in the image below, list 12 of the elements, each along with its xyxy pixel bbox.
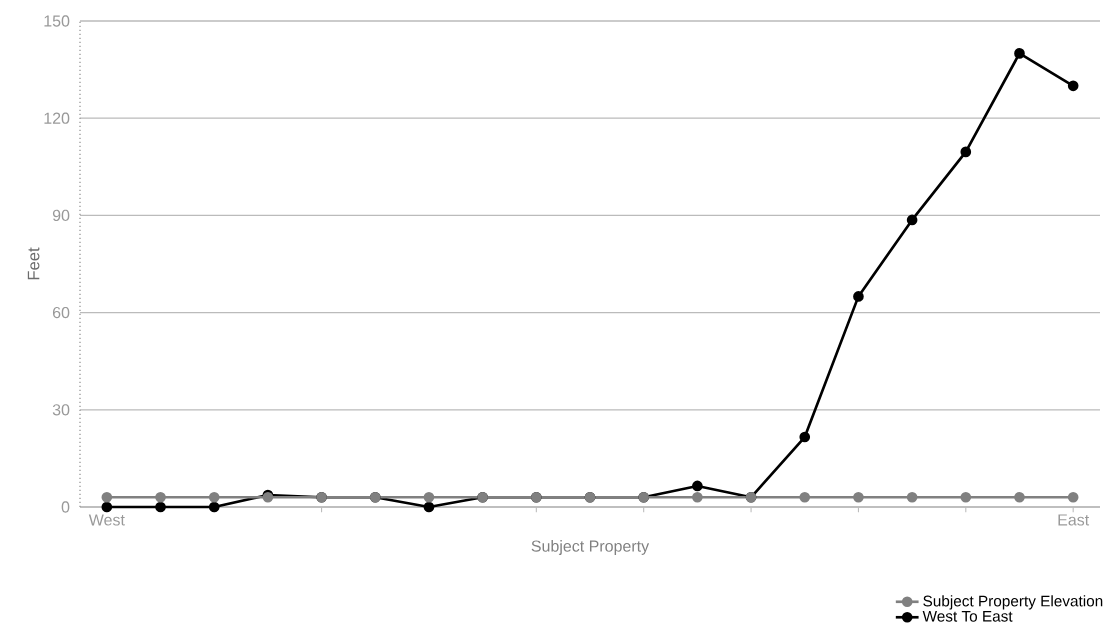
x-tick-label: West bbox=[88, 514, 125, 526]
y-tick-label: 90 bbox=[52, 209, 70, 222]
y-tick-label: 30 bbox=[52, 404, 70, 416]
legend-label: Subject Property Elevation bbox=[923, 595, 1103, 610]
y-axis-title: Feet bbox=[27, 247, 40, 280]
y-tick-label: 120 bbox=[44, 112, 70, 124]
x-tick-label: East bbox=[1058, 514, 1090, 526]
y-tick-label: 0 bbox=[61, 501, 70, 513]
x-axis-title: Subject Property bbox=[531, 540, 650, 555]
legend-label: West To East bbox=[922, 611, 1013, 622]
y-tick-label: 60 bbox=[52, 306, 70, 319]
y-tick-label: 150 bbox=[44, 15, 70, 27]
